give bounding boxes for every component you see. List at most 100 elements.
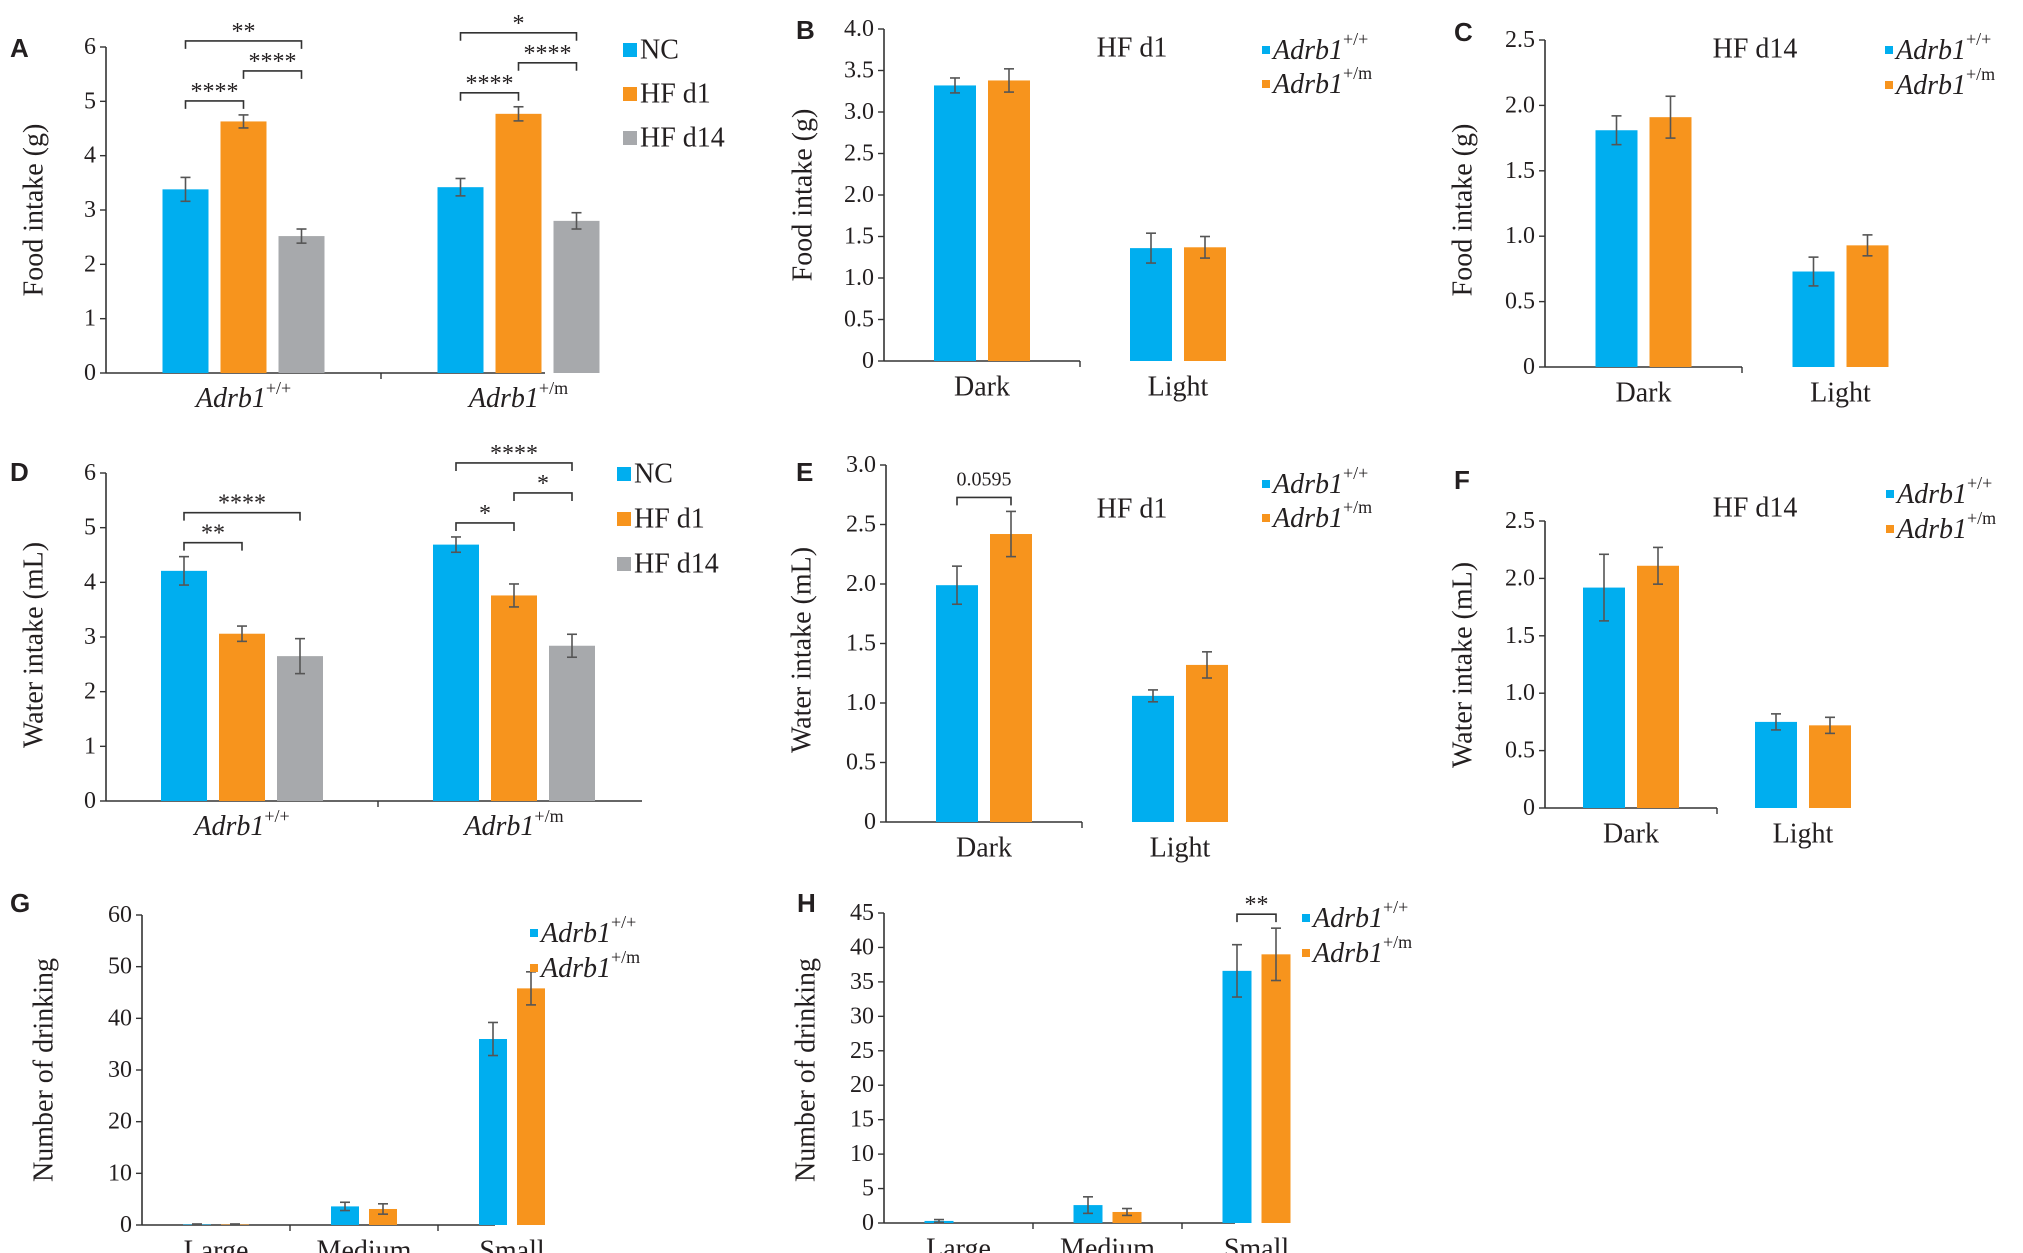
bar	[1222, 970, 1252, 1223]
legend-swatch	[623, 43, 637, 57]
significance-label: **	[232, 19, 256, 45]
y-axis-label: Food intake (g)	[787, 109, 818, 282]
significance-label: ****	[490, 441, 538, 467]
legend-swatch	[1302, 914, 1310, 922]
bar	[934, 85, 976, 361]
y-tick-label: 2.0	[846, 571, 876, 597]
panel-letter: E	[796, 457, 813, 487]
panel-letter: B	[796, 15, 815, 45]
bar	[990, 534, 1032, 822]
bar	[161, 570, 207, 801]
significance-label: *	[479, 501, 491, 527]
legend-label: Adrb1+/+	[1271, 29, 1368, 66]
panel-letter: H	[797, 888, 816, 918]
chart-title: HF d14	[1713, 33, 1798, 64]
y-tick-label: 10	[850, 1141, 874, 1167]
panel-a: A 0 1 2 3 4 5 6 Food intake (g) Adrb1+/+ Adrb1+/m *…	[10, 11, 725, 415]
bar	[495, 113, 542, 373]
bar	[162, 189, 209, 373]
significance-label: ****	[218, 491, 266, 517]
significance-label: ****	[191, 79, 239, 105]
significance-label: ****	[524, 41, 572, 67]
panel-h: H 0 5 10 15 20 25 30 35 40 45 Number of drinking Lar…	[790, 888, 1412, 1253]
y-tick-label: 5	[84, 515, 96, 541]
x-tick-label: Adrb1+/m	[462, 806, 563, 842]
y-axis-label: Number of drinking	[790, 958, 821, 1182]
y-tick-label: 0.5	[844, 307, 874, 333]
bar	[1809, 725, 1851, 808]
legend-label: HF d1	[640, 79, 711, 110]
legend-swatch	[623, 87, 637, 101]
bar	[369, 1208, 397, 1225]
x-tick-label: Adrb1+/+	[194, 378, 291, 414]
x-tick-label: Large	[184, 1235, 249, 1253]
panel-g: G 0 10 20 30 40 50 60 Number of drinking Large Med…	[10, 888, 640, 1253]
panel-b: B 0 0.5 1.0 1.5 2.0 2.5 3.0 3.5 4.0 Food intake (g…	[787, 15, 1372, 403]
y-tick-label: 60	[108, 902, 132, 928]
legend-swatch	[1262, 46, 1270, 54]
y-tick-label: 6	[84, 460, 96, 486]
legend-swatch	[617, 512, 631, 526]
y-tick-label: 40	[108, 1005, 132, 1031]
bar	[331, 1206, 359, 1225]
bar	[1132, 695, 1174, 822]
y-tick-label: 0	[1523, 354, 1535, 380]
x-tick-label: Dark	[1616, 377, 1672, 408]
significance-bracket	[1236, 913, 1277, 923]
y-tick-label: 2.5	[1505, 508, 1535, 534]
panel-letter: A	[10, 33, 29, 63]
bar	[437, 187, 484, 373]
bar	[1755, 721, 1797, 808]
x-tick-label: Medium	[317, 1235, 412, 1253]
panel-e: E 0 0.5 1.0 1.5 2.0 2.5 3.0 Water intake (mL) HF …	[786, 452, 1372, 863]
legend-label: NC	[640, 35, 679, 66]
x-tick-label: Small	[479, 1235, 545, 1253]
y-axis-label: Water intake (mL)	[18, 542, 49, 748]
bar	[1595, 130, 1638, 367]
y-tick-label: 3	[84, 624, 96, 650]
y-tick-label: 3	[84, 197, 96, 223]
y-tick-label: 3.0	[844, 99, 874, 125]
x-tick-label: Dark	[956, 832, 1012, 863]
y-tick-label: 2	[84, 679, 96, 705]
significance-label: *	[537, 471, 549, 497]
bar	[433, 544, 479, 801]
significance-bracket	[455, 522, 515, 531]
legend-swatch	[530, 929, 538, 937]
significance-bracket	[956, 496, 1012, 506]
x-tick-label: Light	[1150, 832, 1211, 863]
bar	[1130, 248, 1172, 361]
legend-swatch	[617, 467, 631, 481]
x-tick-label: Light	[1148, 371, 1209, 402]
y-tick-label: 0	[862, 348, 874, 374]
x-tick-label: Light	[1810, 377, 1871, 408]
y-tick-label: 1.0	[1505, 223, 1535, 249]
legend-label: NC	[634, 459, 673, 490]
significance-bracket	[513, 492, 573, 501]
y-tick-label: 1.5	[844, 224, 874, 250]
y-tick-label: 2.5	[844, 141, 874, 167]
y-tick-label: 30	[850, 1003, 874, 1029]
legend-label: HF d14	[640, 123, 725, 154]
panel-letter: D	[10, 457, 29, 487]
y-tick-label: 2	[84, 251, 96, 277]
bar	[1186, 664, 1228, 822]
significance-bracket	[242, 70, 303, 79]
significance-bracket	[184, 40, 303, 49]
y-tick-label: 50	[108, 954, 132, 980]
x-tick-label: Large	[926, 1233, 991, 1253]
bar	[1846, 245, 1889, 367]
significance-bracket	[183, 541, 243, 551]
bar	[277, 656, 323, 801]
legend-label: Adrb1+/m	[1311, 932, 1412, 969]
bar	[479, 1039, 507, 1225]
y-tick-label: 1.5	[846, 631, 876, 657]
significance-label: *	[513, 11, 525, 37]
legend-swatch	[1262, 80, 1270, 88]
y-tick-label: 0.5	[846, 750, 876, 776]
y-tick-label: 0	[120, 1212, 132, 1238]
y-tick-label: 2.0	[1505, 92, 1535, 118]
significance-label: 0.0595	[957, 468, 1012, 490]
bar	[220, 121, 267, 373]
chart-title: HF d1	[1097, 32, 1168, 63]
